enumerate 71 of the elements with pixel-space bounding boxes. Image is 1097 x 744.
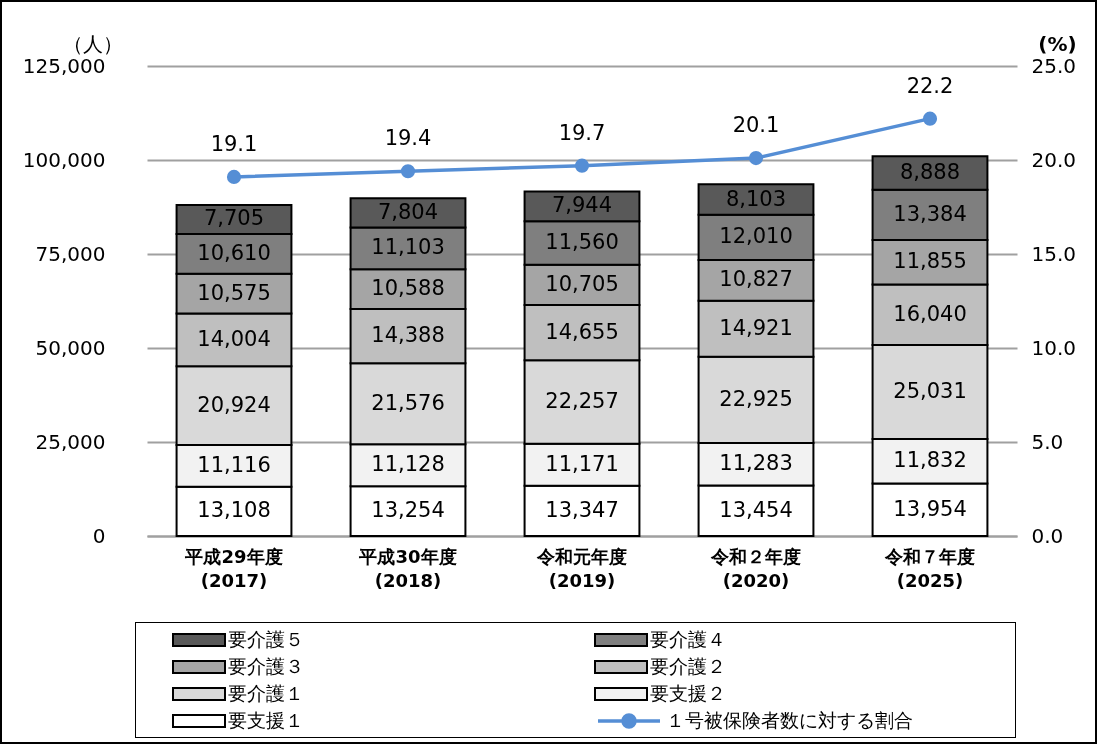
y2-tick-label: 20.0 [1031, 147, 1077, 172]
data-label: 14,388 [371, 323, 445, 348]
data-label: 11,116 [197, 452, 271, 477]
y2-tick-label: 5.0 [1031, 429, 1064, 454]
data-label: 12,010 [719, 224, 793, 249]
data-label: 13,454 [719, 497, 793, 522]
data-label: 10,588 [371, 276, 445, 301]
data-label: 7,944 [551, 193, 613, 218]
data-label: 11,128 [371, 452, 445, 477]
data-label: 25,031 [893, 378, 967, 403]
data-label: 10,827 [719, 267, 793, 292]
y-tick-label: 0 [92, 523, 106, 548]
data-label: 11,560 [545, 230, 619, 255]
y2-tick-label: 10.0 [1031, 335, 1077, 360]
legend-label: 要介護３ [228, 653, 304, 679]
point [400, 164, 416, 179]
legend-label: 要支援１ [228, 707, 304, 733]
data-label: 19.4 [384, 126, 432, 151]
point [922, 111, 938, 126]
legend-label: 要支援２ [649, 680, 726, 706]
data-label: 13,954 [893, 496, 967, 521]
data-label: 19.1 [210, 131, 258, 156]
data-label: 21,576 [371, 390, 445, 415]
data-label: 10,610 [197, 240, 271, 265]
data-label: 8,103 [725, 186, 787, 211]
x-tick-label: 令和２年度 (2020) [710, 545, 801, 591]
y-tick-label: 50,000 [35, 335, 106, 360]
data-label: 7,804 [377, 199, 439, 224]
data-label: 11,171 [545, 451, 619, 476]
legend-label: 要介護１ [228, 680, 304, 706]
x-tick-label: 平成30年度 (2018) [358, 545, 457, 591]
data-label: 8,888 [899, 160, 961, 185]
data-label: 10,575 [197, 280, 271, 305]
data-label: 14,004 [197, 326, 271, 351]
x-tick-label: 平成29年度 (2017) [184, 545, 283, 591]
y2-tick-label: 15.0 [1031, 241, 1077, 266]
data-label: 10,705 [545, 271, 619, 296]
x-tick-label: 令和元年度 (2019) [536, 545, 627, 591]
y2-tick-label: 25.0 [1031, 53, 1077, 78]
data-label: 13,254 [371, 498, 445, 523]
data-label: 13,347 [545, 497, 619, 522]
point [226, 169, 242, 184]
legend-label: 要介護２ [649, 653, 726, 679]
legend-label: 要介護５ [228, 626, 304, 652]
y-axis-title: （人） [62, 31, 123, 56]
legend-label: 要介護４ [649, 626, 726, 652]
data-label: 20.1 [732, 113, 780, 138]
data-label: 22,925 [719, 386, 793, 411]
y2-axis-title: (%) [1038, 31, 1077, 56]
data-label: 14,921 [719, 315, 793, 340]
point [748, 151, 764, 166]
x-tick-label: 令和７年度 (2025) [884, 545, 975, 591]
y-tick-label: 25,000 [35, 429, 106, 454]
data-label: 19.7 [558, 120, 606, 145]
legend-label: １号被保険者数に対する割合 [665, 707, 913, 733]
point [574, 158, 590, 173]
data-label: 11,855 [893, 249, 967, 274]
y2-tick-label: 0.0 [1031, 523, 1064, 548]
data-label: 11,832 [893, 448, 967, 473]
y-tick-label: 100,000 [22, 147, 106, 172]
data-label: 11,103 [371, 235, 445, 260]
data-label: 13,384 [893, 201, 967, 226]
data-label: 22.2 [906, 73, 954, 98]
data-label: 11,283 [719, 451, 793, 476]
data-label: 20,924 [197, 392, 271, 417]
data-label: 13,108 [197, 498, 271, 523]
data-label: 7,705 [203, 206, 265, 231]
data-label: 22,257 [545, 388, 619, 413]
data-label: 16,040 [893, 301, 967, 326]
y-tick-label: 75,000 [35, 241, 106, 266]
data-label: 14,655 [545, 319, 619, 344]
